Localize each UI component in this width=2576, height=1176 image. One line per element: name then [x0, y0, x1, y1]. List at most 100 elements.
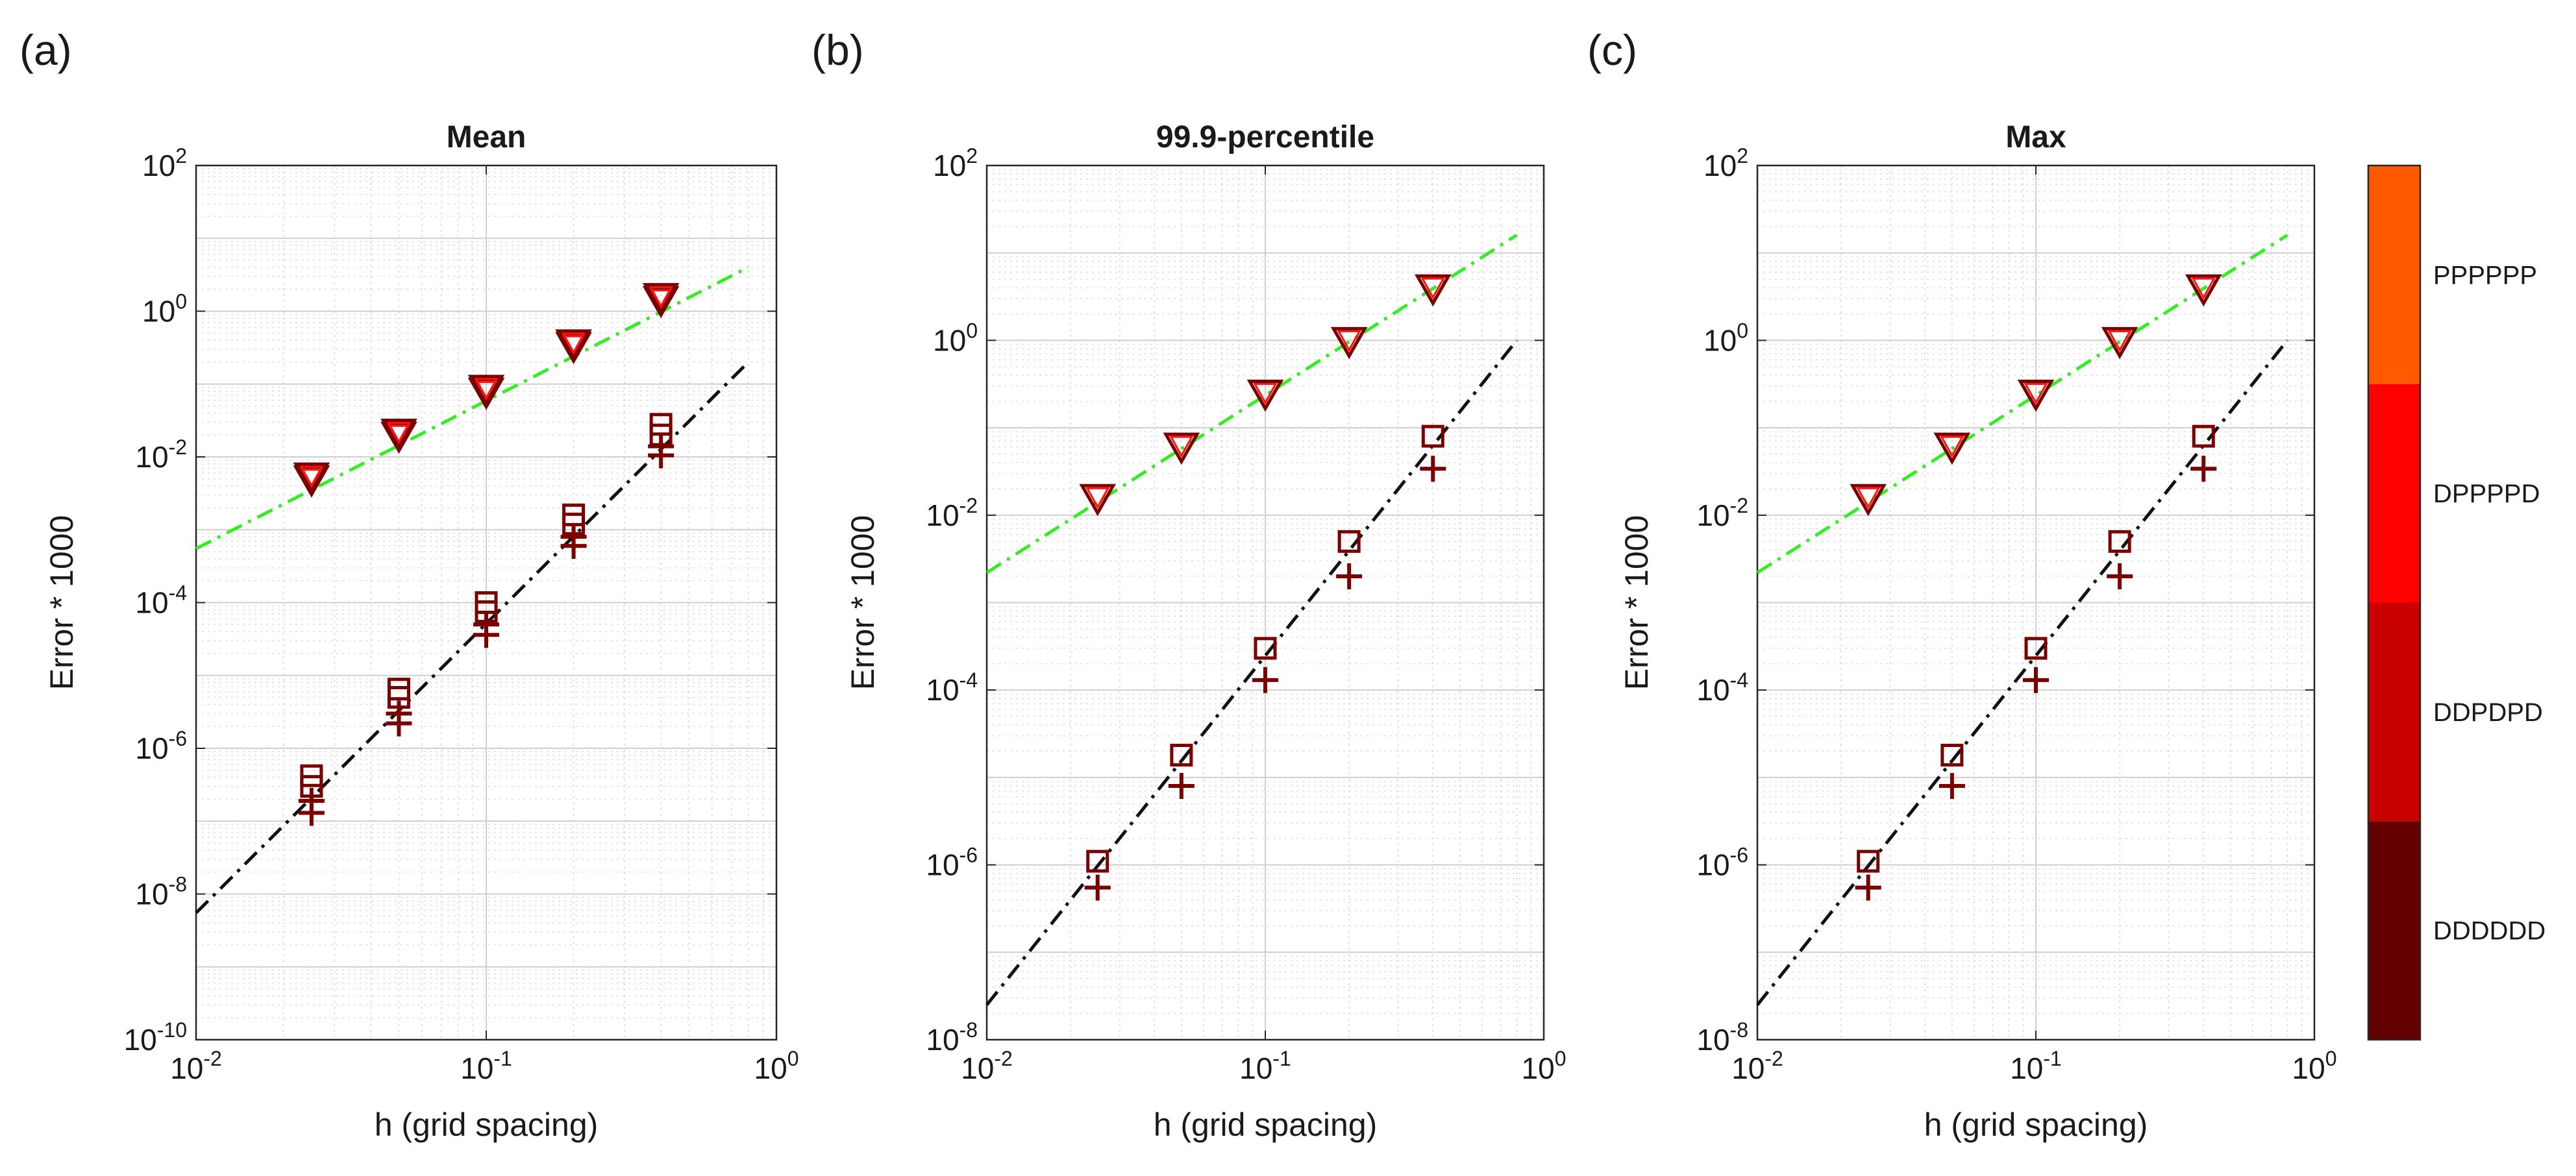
- data-point-triangle-inner: [1169, 435, 1194, 458]
- tick-exponent: 2: [1737, 144, 1748, 167]
- y-tick-label: 100: [933, 319, 978, 357]
- data-point-triangle-inner: [2107, 330, 2132, 352]
- tick-base: 10: [1239, 1051, 1272, 1085]
- tick-base: 10: [1522, 1051, 1555, 1085]
- x-tick-label: 10-1: [2010, 1047, 2062, 1085]
- y-tick-label: 102: [142, 144, 187, 182]
- tick-base: 10: [926, 498, 959, 532]
- tick-exponent: -8: [960, 1018, 978, 1042]
- green-reference-line: [985, 234, 1518, 574]
- x-tick-label: 10-2: [1731, 1047, 1783, 1085]
- tick-exponent: -1: [2043, 1047, 2061, 1070]
- tick-exponent: -8: [169, 873, 187, 896]
- data-point-square: [1940, 744, 1964, 767]
- tick-base: 10: [142, 149, 175, 182]
- y-tick-label: 102: [1703, 144, 1748, 182]
- tick-exponent: -6: [169, 727, 187, 750]
- tick-base: 10: [926, 673, 959, 707]
- y-tick-label: 10-6: [926, 844, 978, 882]
- tick-base: 10: [1696, 848, 1729, 882]
- data-point-triangle: [380, 419, 417, 451]
- tick-exponent: 2: [966, 144, 978, 167]
- chart-title: Mean: [447, 120, 526, 154]
- tick-exponent: -2: [203, 1047, 221, 1070]
- x-tick-label: 10-1: [460, 1047, 512, 1085]
- tick-base: 10: [1703, 323, 1737, 357]
- tick-base: 10: [135, 731, 168, 765]
- data-point-triangle: [1246, 379, 1284, 412]
- tick-exponent: -4: [1730, 668, 1748, 692]
- data-point-triangle: [642, 283, 680, 315]
- y-tick-label: 10-2: [926, 494, 978, 532]
- x-axis-label: h (grid spacing): [1924, 1107, 2148, 1143]
- data-point-triangle-inner: [299, 465, 324, 488]
- tick-base: 10: [460, 1051, 493, 1085]
- tick-base: 10: [1696, 673, 1729, 707]
- y-axis-label: Error * 1000: [1618, 515, 1655, 691]
- data-point-square: [1254, 637, 1277, 660]
- tick-exponent: -2: [1765, 1047, 1783, 1070]
- tick-base: 10: [926, 848, 959, 882]
- green-reference-line: [1756, 234, 2288, 574]
- tick-exponent: -1: [493, 1047, 512, 1070]
- tick-exponent: -8: [1730, 1018, 1748, 1042]
- tick-base: 10: [926, 1023, 959, 1057]
- series-triangle: [1079, 274, 1452, 517]
- data-point-triangle-inner: [562, 335, 586, 358]
- data-point-triangle: [2101, 326, 2138, 360]
- tick-exponent: -4: [960, 668, 978, 692]
- data-point-square: [2108, 530, 2131, 553]
- x-tick-label: 10-1: [1239, 1047, 1291, 1085]
- data-point-square: [387, 678, 410, 701]
- data-point-triangle-inner: [649, 286, 673, 308]
- tick-base: 10: [142, 295, 175, 328]
- tick-exponent: -6: [960, 844, 978, 867]
- data-point-triangle: [1079, 484, 1117, 517]
- data-point-triangle: [1163, 432, 1200, 465]
- tick-base: 10: [2292, 1051, 2325, 1085]
- colorbar-frame: [2367, 164, 2421, 1041]
- data-point-triangle: [1850, 484, 1887, 517]
- y-tick-label: 10-4: [135, 582, 187, 620]
- grid: [195, 165, 776, 1040]
- series-plus: [1855, 456, 2217, 901]
- data-point-square: [1170, 744, 1193, 767]
- data-point-triangle: [293, 462, 330, 495]
- data-point-square: [1421, 424, 1444, 448]
- tick-exponent: -2: [994, 1047, 1012, 1070]
- tick-exponent: 0: [1737, 319, 1748, 342]
- tick-exponent: 0: [175, 290, 187, 313]
- data-point-square: [300, 764, 323, 787]
- tick-base: 10: [1696, 1023, 1729, 1057]
- tick-base: 10: [961, 1051, 994, 1085]
- data-point-square: [2024, 637, 2048, 660]
- data-point-triangle-inner: [2191, 277, 2216, 300]
- y-tick-label: 10-8: [1696, 1018, 1748, 1057]
- data-point-triangle: [1933, 432, 1971, 465]
- chart-title: 99.9-percentile: [1156, 120, 1374, 154]
- tick-base: 10: [1696, 498, 1729, 532]
- data-point-triangle: [2017, 379, 2055, 412]
- data-point-triangle-inner: [386, 422, 411, 444]
- series-plus: [1084, 456, 1446, 901]
- data-point-triangle-inner: [1856, 487, 1881, 509]
- black-reference-line: [195, 361, 750, 914]
- tick-base: 10: [124, 1023, 157, 1057]
- tick-exponent: -10: [157, 1018, 187, 1042]
- data-point-triangle-inner: [1420, 277, 1445, 300]
- x-axis-label: h (grid spacing): [375, 1107, 599, 1143]
- data-point-triangle-inner: [474, 378, 499, 400]
- series-plus: [298, 433, 675, 814]
- data-point-triangle: [1414, 274, 1452, 307]
- y-tick-label: 10-4: [926, 668, 978, 707]
- tick-exponent: 0: [1555, 1047, 1567, 1070]
- chart-title: Max: [2005, 120, 2066, 154]
- x-tick-label: 100: [754, 1047, 799, 1085]
- tick-exponent: -4: [169, 582, 187, 605]
- tick-base: 10: [1731, 1051, 1765, 1085]
- colorbar-label: PPPPPP: [2433, 261, 2537, 289]
- x-axis-label: h (grid spacing): [1154, 1107, 1378, 1143]
